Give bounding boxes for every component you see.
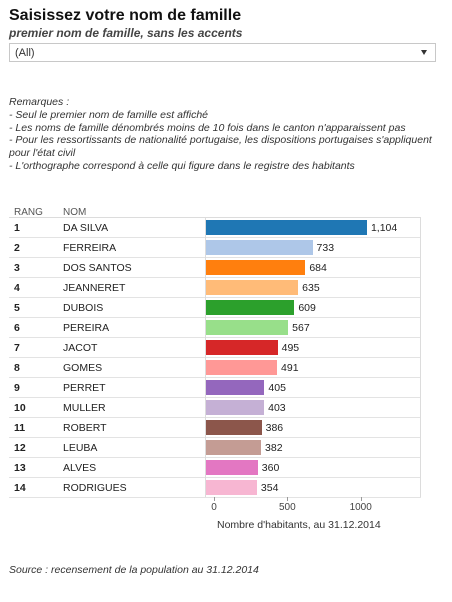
bar-value-label: 567 [292,322,310,334]
bar-value-label: 491 [281,362,299,374]
bar-value-label: 382 [265,442,283,454]
plot-left-border [205,217,206,497]
name-cell: JACOT [63,342,98,354]
name-cell: JEANNERET [63,282,126,294]
x-tick [287,497,289,501]
bar-value-label: 684 [309,262,327,274]
name-cell: DA SILVA [63,222,109,234]
rank-cell: 12 [14,442,26,454]
bar-value-label: 386 [265,422,284,434]
remark-line: - Pour les ressortissants de nationalité… [9,134,432,160]
page-subtitle: premier nom de famille, sans les accents [9,26,243,40]
rank-cell: 7 [14,342,20,354]
remark-line: - L'orthographe correspond à celle qui f… [9,159,355,172]
bar-value-label: 1,104 [370,222,398,234]
bar[interactable] [205,420,262,435]
name-filter-dropdown[interactable]: (All) [9,43,436,62]
rank-cell: 2 [14,242,20,254]
table-row[interactable]: 6 PEREIRA 567 [9,318,421,338]
x-tick-label: 1000 [349,502,372,513]
x-axis-label: Nombre d'habitants, au 31.12.2014 [217,519,381,531]
remarks-block: Remarques : - Seul le premier nom de fam… [9,96,439,173]
bar[interactable] [205,300,295,315]
table-row[interactable]: 9 PERRET 405 [9,378,421,398]
bar[interactable] [205,480,257,495]
rank-column-header: RANG [14,207,43,218]
rank-cell: 8 [14,362,20,374]
bar[interactable] [205,320,289,335]
source-note: Source : recensement de la population au… [9,564,259,576]
name-column-header: NOM [63,207,87,218]
table-row[interactable]: 4 JEANNERET 635 [9,278,421,298]
table-row[interactable]: 5 DUBOIS 609 [9,298,421,318]
page-title: Saisissez votre nom de famille [9,7,242,24]
x-tick [214,497,215,501]
table-row[interactable]: 2 FERREIRA 733 [9,238,421,258]
bar[interactable] [205,240,313,255]
name-cell: FERREIRA [63,242,117,254]
remark-line: - Seul le premier nom de famille est aff… [9,108,209,121]
bar-value-label: 403 [268,402,286,414]
table-row[interactable]: 7 JACOT 495 [9,338,421,358]
name-cell: MULLER [63,402,106,414]
bar-value-label: 609 [298,302,316,314]
rank-cell: 13 [14,462,26,474]
name-cell: DUBOIS [63,302,104,314]
plot-right-border [420,217,421,497]
table-row[interactable]: 14 RODRIGUES 354 [9,478,421,498]
bar[interactable] [205,380,265,395]
bar-value-label: 733 [316,242,335,254]
table-row[interactable]: 10 MULLER 403 [9,398,421,418]
table-row[interactable]: 11 ROBERT 386 [9,418,421,438]
remarks-heading: Remarques : [9,96,70,108]
rank-cell: 3 [14,262,20,274]
bar[interactable] [205,440,262,455]
bar-value-label: 495 [281,342,300,354]
plot-top-border [9,217,421,218]
x-tick-label: 0 [211,502,217,513]
x-tick [360,497,362,501]
table-row[interactable]: 8 GOMES 491 [9,358,421,378]
bar[interactable] [205,260,306,275]
chevron-down-icon[interactable] [421,50,427,55]
remark-line: - Les noms de famille dénombrés moins de… [9,121,406,134]
rank-cell: 10 [14,402,26,414]
name-cell: ROBERT [63,422,107,434]
name-cell: RODRIGUES [63,482,127,494]
name-cell: ALVES [63,462,97,474]
table-row[interactable]: 3 DOS SANTOS 684 [9,258,421,278]
bar-value-label: 635 [302,282,320,294]
rank-cell: 14 [14,482,26,494]
rank-cell: 1 [14,222,20,234]
rank-cell: 5 [14,302,20,314]
bar[interactable] [205,360,278,375]
x-tick-label: 500 [279,502,296,513]
bar[interactable] [205,280,299,295]
name-cell: LEUBA [63,442,98,454]
bar[interactable] [205,340,278,355]
name-cell: DOS SANTOS [63,262,132,274]
bar-value-label: 360 [261,462,280,474]
bar-value-label: 405 [268,382,286,394]
rank-cell: 4 [14,282,20,294]
dropdown-selected-value: (All) [15,47,35,59]
bar-value-label: 354 [260,482,279,494]
rank-cell: 6 [14,322,20,334]
name-cell: PEREIRA [63,322,110,334]
table-row[interactable]: 1 DA SILVA 1,104 [9,218,421,238]
bar[interactable] [205,220,367,235]
rank-cell: 9 [14,382,20,394]
name-cell: PERRET [63,382,106,394]
table-row[interactable]: 12 LEUBA 382 [9,438,421,458]
table-row[interactable]: 13 ALVES 360 [9,458,421,478]
bar[interactable] [205,400,265,415]
bar[interactable] [205,460,258,475]
name-cell: GOMES [63,362,103,374]
rank-cell: 11 [14,422,26,434]
